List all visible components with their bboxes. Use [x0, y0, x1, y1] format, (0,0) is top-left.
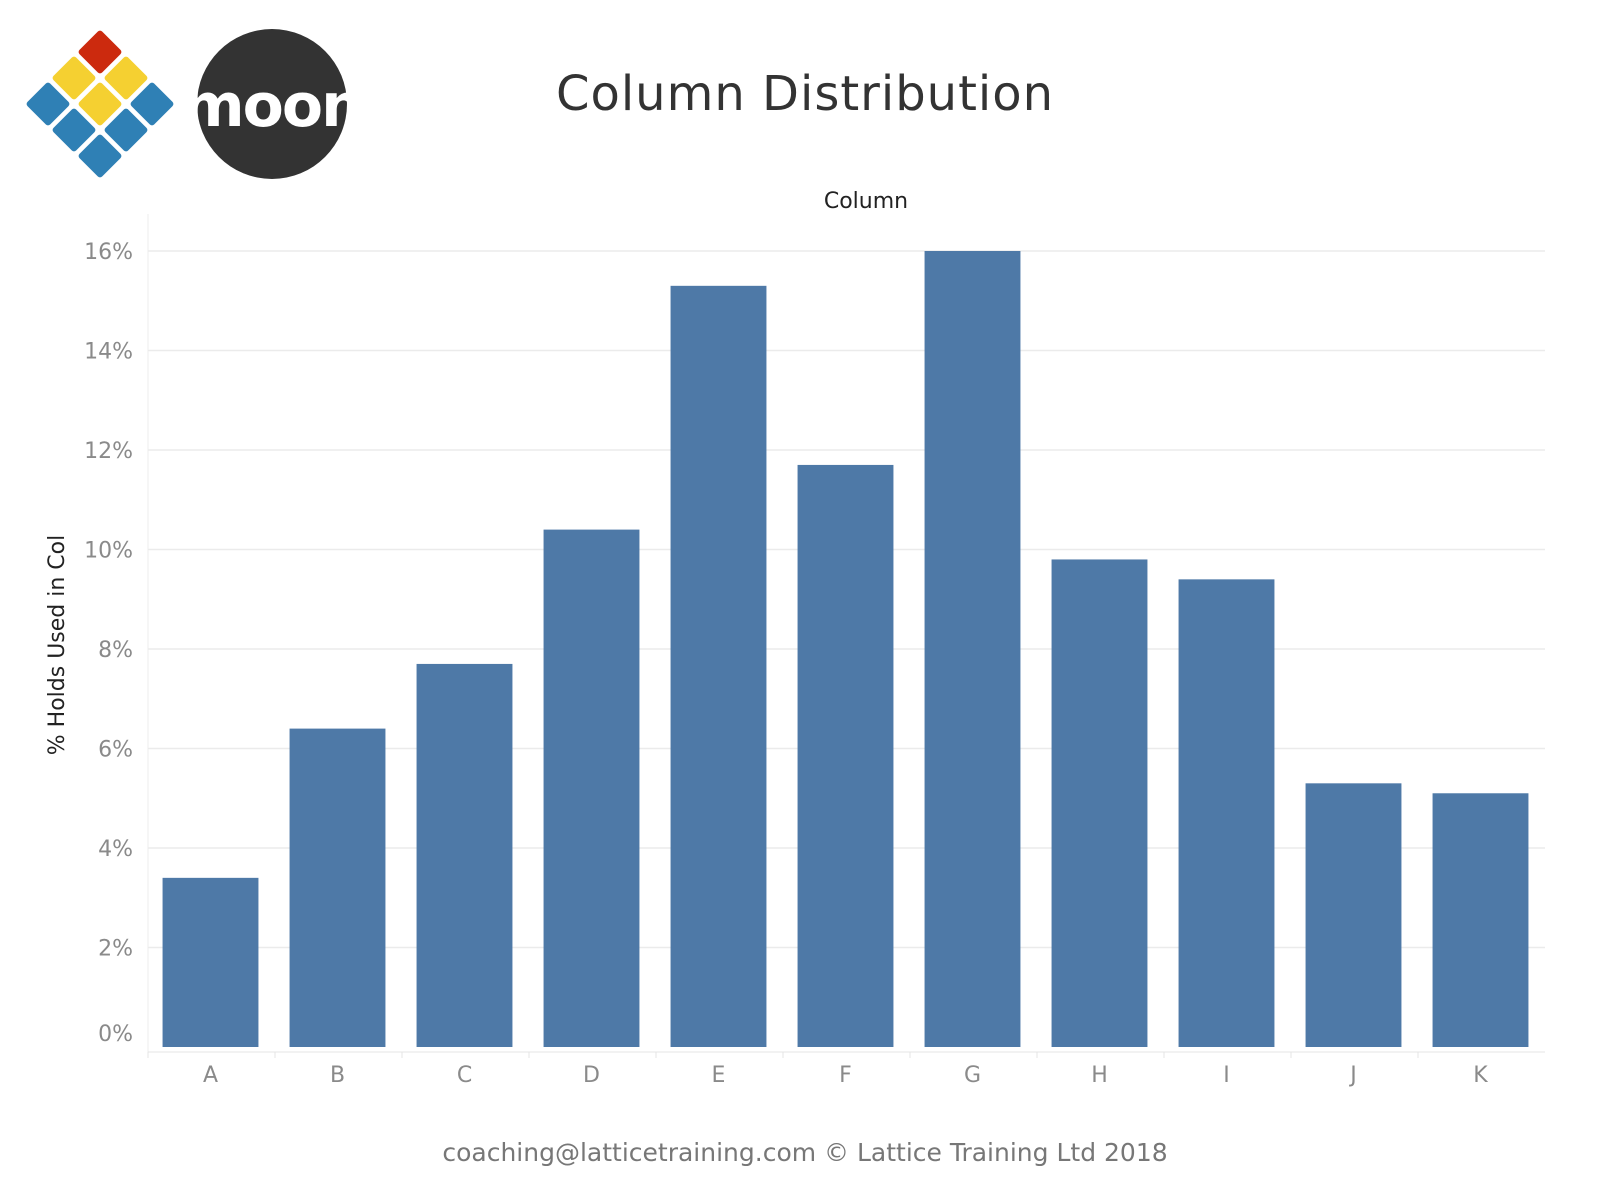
y-tick-label: 12% [84, 439, 133, 464]
lattice-logo [24, 28, 176, 180]
y-tick-label: 4% [98, 837, 133, 862]
footer-credit: coaching@latticetraining.com © Lattice T… [442, 1138, 1168, 1167]
x-axis-title: Column [824, 189, 908, 214]
bar-d [543, 529, 640, 1047]
y-tick-label: 10% [84, 539, 133, 564]
x-tick-label: B [330, 1063, 345, 1088]
x-tick-label: H [1091, 1063, 1108, 1088]
bar-i [1178, 579, 1275, 1047]
y-tick-label: 8% [98, 638, 133, 663]
logo-diamond [50, 106, 98, 154]
bar-f [797, 464, 894, 1047]
chart-title: Column Distribution [555, 66, 1055, 122]
bar-b [289, 728, 386, 1047]
y-tick-label: 0% [98, 1022, 133, 1047]
logo-diamond [76, 28, 124, 76]
bar-e [670, 285, 767, 1047]
x-tick-label: C [457, 1063, 472, 1088]
moon-logo: moon [196, 29, 348, 179]
moon-logo-circle [197, 29, 347, 179]
bar-g [924, 251, 1021, 1047]
logo-diamond [128, 80, 176, 128]
y-tick-label: 16% [84, 240, 133, 265]
y-tick-label: 14% [84, 340, 133, 365]
bar-c [416, 663, 513, 1047]
logo-diamond [50, 54, 98, 102]
x-tick-label: K [1473, 1063, 1488, 1088]
logo-diamond [102, 54, 150, 102]
x-tick-label: F [839, 1063, 852, 1088]
y-axis-title: % Holds Used in Col [45, 535, 70, 755]
moon-logo-text: moon [196, 71, 348, 141]
logo-diamond [76, 132, 124, 180]
x-tick-label: I [1223, 1063, 1230, 1088]
y-tick-label: 2% [98, 937, 133, 962]
x-tick-label: G [964, 1063, 981, 1088]
bar-h [1051, 559, 1148, 1047]
x-tick-label: J [1348, 1063, 1357, 1088]
bar-j [1305, 783, 1402, 1047]
x-tick-label: D [583, 1063, 600, 1088]
bar-k [1432, 793, 1529, 1047]
logo-diamond [24, 80, 72, 128]
logo-diamond [102, 106, 150, 154]
x-tick-label: A [203, 1063, 218, 1088]
y-tick-label: 6% [98, 738, 133, 763]
bar-a [162, 877, 259, 1047]
logo-diamond [76, 80, 124, 128]
x-tick-label: E [712, 1063, 726, 1088]
